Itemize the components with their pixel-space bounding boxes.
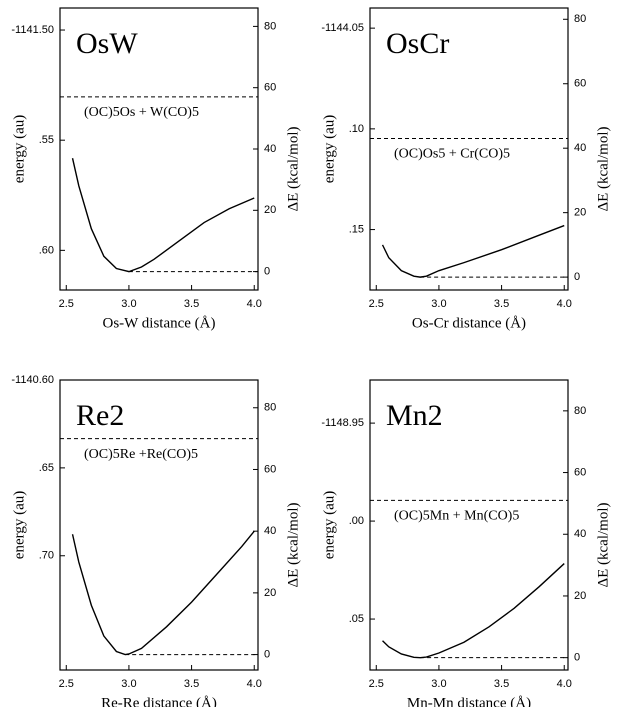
panel-title: Mn2 (386, 399, 443, 432)
x-tick-label: 3.0 (121, 298, 136, 310)
y2-tick-label: 0 (574, 652, 580, 664)
x-tick-label: 4.0 (557, 298, 572, 310)
panel-title: Re2 (76, 399, 124, 432)
panel-title: OsCr (386, 27, 449, 60)
annotation: (OC)Os5 + Cr(CO)5 (394, 147, 510, 162)
y2-tick-label: 80 (574, 13, 586, 25)
energy-curve (382, 563, 565, 659)
y2-tick-label: 40 (574, 528, 586, 540)
annotation: (OC)5Mn + Mn(CO)5 (394, 509, 519, 524)
plot-frame (369, 7, 569, 291)
y-axis-label: energy (au) (11, 115, 27, 183)
x-tick-label: 4.0 (247, 678, 262, 690)
y-axis-label: energy (au) (321, 491, 337, 559)
y-tick-label: .00 (349, 515, 364, 527)
y2-tick-label: 0 (264, 266, 270, 278)
y2-tick-label: 80 (264, 20, 276, 32)
y2-tick-label: 60 (574, 78, 586, 90)
energy-curve (71, 158, 255, 273)
x-tick-label: 3.0 (431, 678, 446, 690)
y-axis-label: energy (au) (321, 115, 337, 183)
x-axis-label: Mn-Mn distance (Å) (407, 695, 531, 707)
energy-curve (381, 224, 565, 278)
y2-tick-label: 60 (574, 466, 586, 478)
x-tick-label: 3.5 (494, 298, 509, 310)
x-axis-label: Os-Cr distance (Å) (412, 315, 526, 331)
y-tick-label: .60 (39, 244, 54, 256)
y-tick-label: -1141.50 (11, 24, 54, 36)
plot-frame (59, 379, 259, 671)
y-tick-label: .55 (39, 134, 54, 146)
y-tick-label: .65 (39, 462, 54, 474)
annotation: (OC)5Re +Re(CO)5 (84, 447, 198, 462)
x-tick-label: 3.5 (184, 678, 199, 690)
x-axis-label: Re-Re distance (Å) (101, 695, 217, 707)
annotation: (OC)5Os + W(CO)5 (84, 105, 199, 120)
y2-tick-label: 80 (264, 402, 276, 414)
y2-tick-label: 60 (264, 463, 276, 475)
y-tick-label: -1148.95 (321, 417, 364, 429)
y2-tick-label: 20 (264, 204, 276, 216)
y2-tick-label: 20 (574, 590, 586, 602)
x-tick-label: 2.5 (369, 678, 384, 690)
y2-axis-label: ΔE (kcal/mol) (595, 126, 611, 211)
x-tick-label: 3.0 (431, 298, 446, 310)
plot-frame (369, 379, 569, 671)
panel-title: OsW (76, 27, 138, 60)
x-tick-label: 3.0 (121, 678, 136, 690)
x-tick-label: 3.5 (184, 298, 199, 310)
y2-tick-label: 60 (264, 82, 276, 94)
y-tick-label: -1144.05 (321, 22, 364, 34)
y-tick-label: .70 (39, 550, 54, 562)
x-tick-label: 2.5 (59, 678, 74, 690)
y2-tick-label: 20 (574, 207, 586, 219)
y2-axis-label: ΔE (kcal/mol) (285, 126, 301, 211)
x-axis-label: Os-W distance (Å) (102, 315, 215, 331)
x-tick-label: 2.5 (369, 298, 384, 310)
y2-tick-label: 40 (264, 143, 276, 155)
x-tick-label: 2.5 (59, 298, 74, 310)
energy-curve (71, 530, 255, 656)
y2-tick-label: 20 (264, 587, 276, 599)
y2-tick-label: 40 (574, 142, 586, 154)
y2-axis-label: ΔE (kcal/mol) (595, 502, 611, 587)
y2-tick-label: 40 (264, 525, 276, 537)
y-tick-label: .10 (349, 123, 364, 135)
x-tick-label: 3.5 (494, 678, 509, 690)
x-tick-label: 4.0 (557, 678, 572, 690)
y-axis-label: energy (au) (11, 491, 27, 559)
x-tick-label: 4.0 (247, 298, 262, 310)
y2-tick-label: 0 (574, 271, 580, 283)
y2-tick-label: 0 (264, 648, 270, 660)
y2-axis-label: ΔE (kcal/mol) (285, 502, 301, 587)
y-tick-label: -1140.60 (11, 374, 54, 386)
y-tick-label: .15 (349, 223, 364, 235)
y-tick-label: .05 (349, 613, 364, 625)
y2-tick-label: 80 (574, 405, 586, 417)
